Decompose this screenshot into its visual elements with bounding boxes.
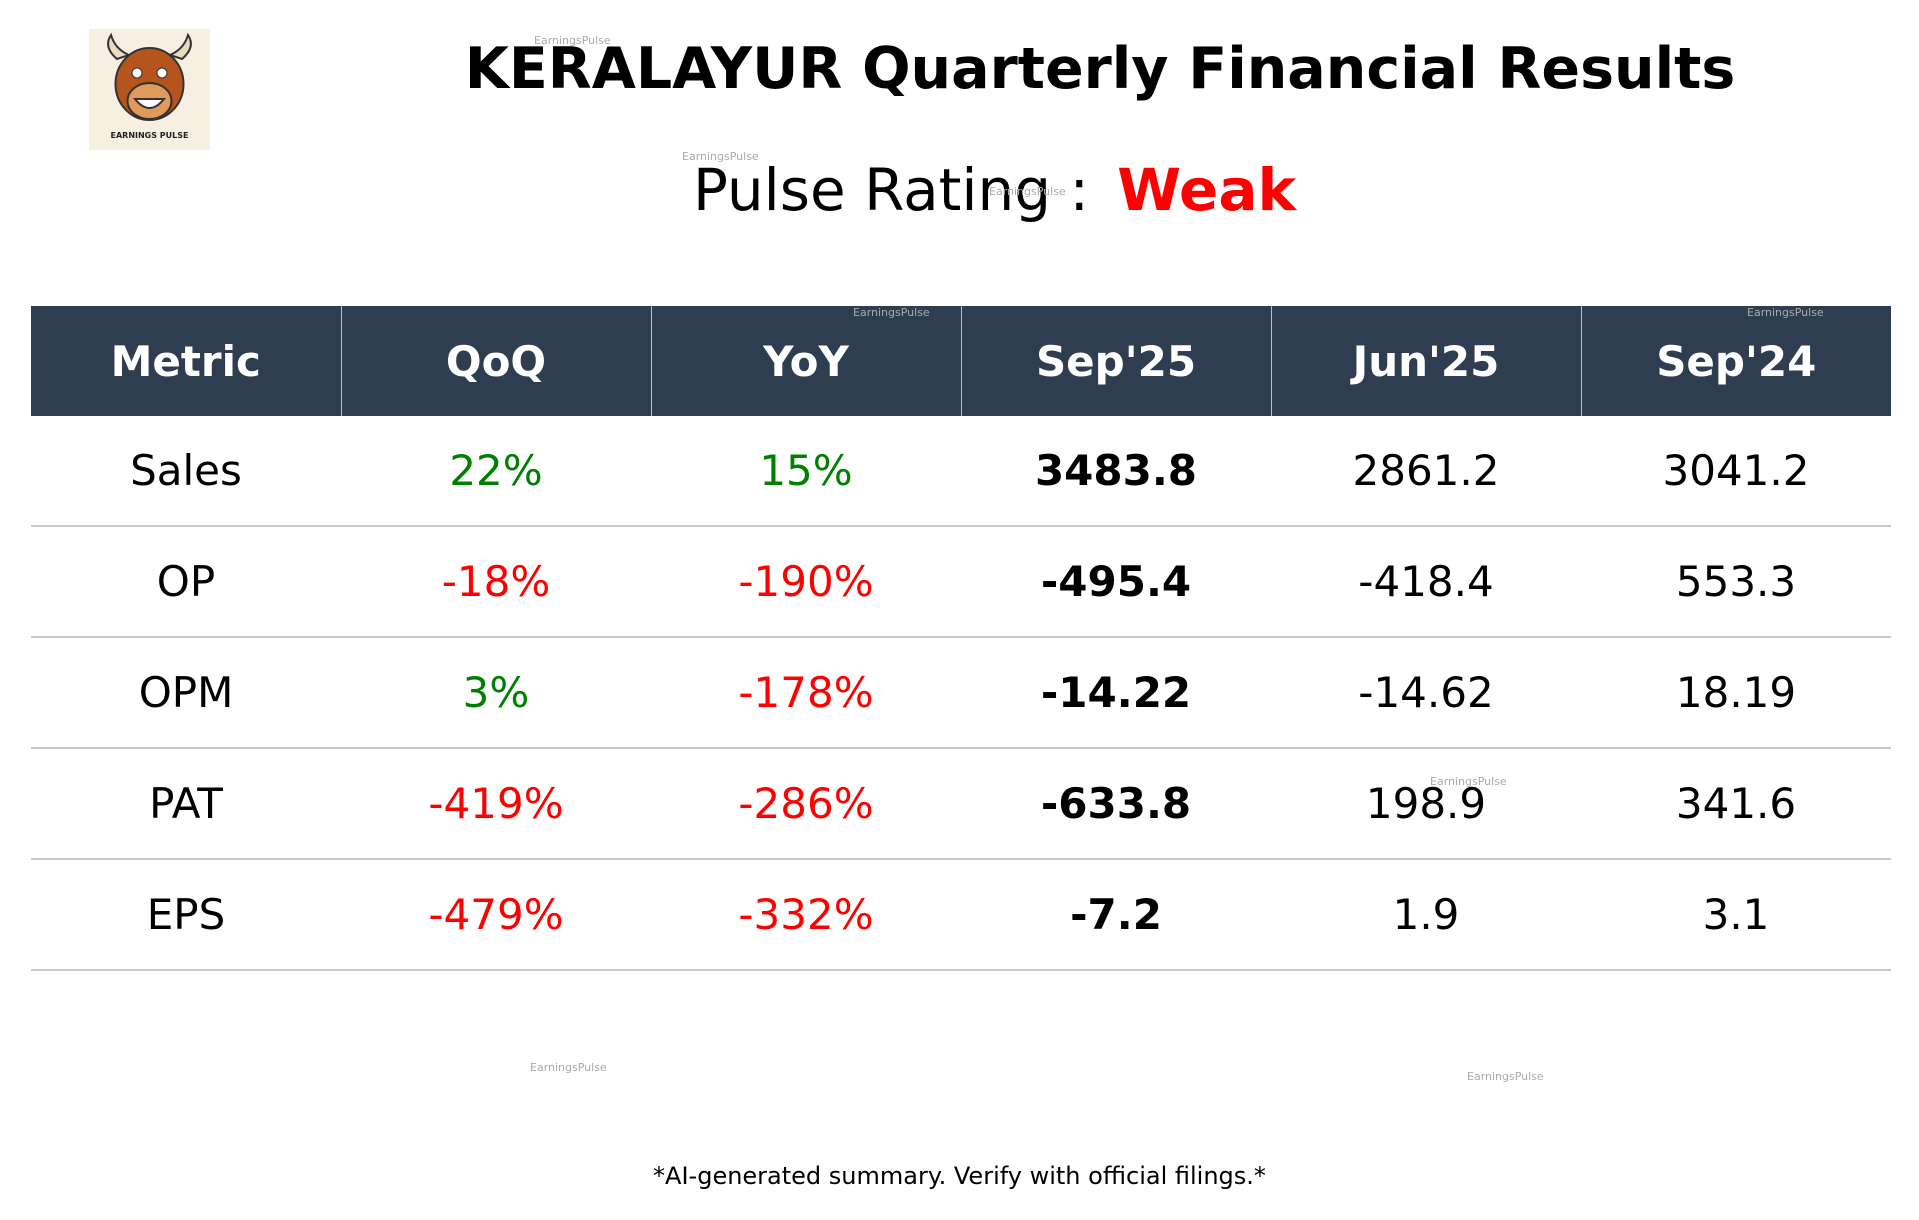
table-cell: -178% bbox=[651, 637, 961, 749]
column-header: Sep'25 bbox=[960, 306, 1271, 416]
table-cell: 198.9 bbox=[1271, 748, 1581, 860]
table-cell: -332% bbox=[651, 859, 961, 971]
logo-caption: EARNINGS PULSE bbox=[110, 131, 189, 140]
table-cell: 3041.2 bbox=[1581, 416, 1891, 527]
table-cell: 15% bbox=[651, 416, 961, 527]
watermark: EarningsPulse bbox=[1467, 1070, 1544, 1083]
metric-name: PAT bbox=[31, 748, 341, 860]
results-table: Metric QoQ YoY Sep'25 Jun'25 Sep'24 Sales 22% 15… bbox=[31, 306, 1891, 971]
table-cell: -14.62 bbox=[1271, 637, 1581, 749]
watermark: EarningsPulse bbox=[530, 1061, 607, 1074]
table-cell: 3% bbox=[341, 637, 651, 749]
table-row: PAT -419% -286% -633.8 198.9 341.6 bbox=[31, 748, 1891, 860]
table-cell: -418.4 bbox=[1271, 526, 1581, 638]
watermark: EarningsPulse bbox=[989, 185, 1066, 198]
metric-name: EPS bbox=[31, 859, 341, 971]
table-cell: 2861.2 bbox=[1271, 416, 1581, 527]
watermark: EarningsPulse bbox=[1430, 775, 1507, 788]
table-cell: -633.8 bbox=[961, 748, 1271, 860]
logo-icon bbox=[107, 32, 192, 121]
title: KERALAYUR Quarterly Financial Results bbox=[464, 36, 1736, 102]
table-cell: -7.2 bbox=[961, 859, 1271, 971]
rating-value: Weak bbox=[1117, 156, 1297, 224]
logo: EARNINGS PULSE bbox=[89, 29, 210, 150]
table-cell: -190% bbox=[651, 526, 961, 638]
column-header: Metric bbox=[31, 306, 341, 416]
table-cell: 18.19 bbox=[1581, 637, 1891, 749]
watermark: EarningsPulse bbox=[682, 150, 759, 163]
table-cell: -495.4 bbox=[961, 526, 1271, 638]
metric-name: OP bbox=[31, 526, 341, 638]
table-cell: 553.3 bbox=[1581, 526, 1891, 638]
table-cell: 3483.8 bbox=[961, 416, 1271, 527]
watermark: EarningsPulse bbox=[1747, 306, 1824, 319]
column-header: QoQ bbox=[340, 306, 651, 416]
rating-label: Pulse Rating : bbox=[692, 156, 1090, 224]
table-cell: 3.1 bbox=[1581, 859, 1891, 971]
table-cell: -286% bbox=[651, 748, 961, 860]
metric-name: OPM bbox=[31, 637, 341, 749]
table-row: OP -18% -190% -495.4 -418.4 553.3 bbox=[31, 526, 1891, 638]
table-row: EPS -479% -332% -7.2 1.9 3.1 bbox=[31, 859, 1891, 971]
column-header: Sep'24 bbox=[1580, 306, 1891, 416]
footer: *AI-generated summary. Verify with offic… bbox=[653, 1162, 1266, 1190]
table-cell: 22% bbox=[341, 416, 651, 527]
column-header: YoY bbox=[650, 306, 961, 416]
watermark: EarningsPulse bbox=[853, 306, 930, 319]
table-cell: -479% bbox=[341, 859, 651, 971]
table-cell: 341.6 bbox=[1581, 748, 1891, 860]
watermark: EarningsPulse bbox=[534, 34, 611, 47]
table-cell: -14.22 bbox=[961, 637, 1271, 749]
table-row: OPM 3% -178% -14.22 -14.62 18.19 bbox=[31, 637, 1891, 749]
column-header: Jun'25 bbox=[1270, 306, 1581, 416]
table-cell: -18% bbox=[341, 526, 651, 638]
table-cell: -419% bbox=[341, 748, 651, 860]
table-row: Sales 22% 15% 3483.8 2861.2 3041.2 bbox=[31, 416, 1891, 527]
rating: Pulse Rating : Weak bbox=[0, 156, 1919, 224]
metric-name: Sales bbox=[31, 416, 341, 527]
header-row: Metric QoQ YoY Sep'25 Jun'25 Sep'24 bbox=[31, 306, 1891, 416]
table-cell: 1.9 bbox=[1271, 859, 1581, 971]
